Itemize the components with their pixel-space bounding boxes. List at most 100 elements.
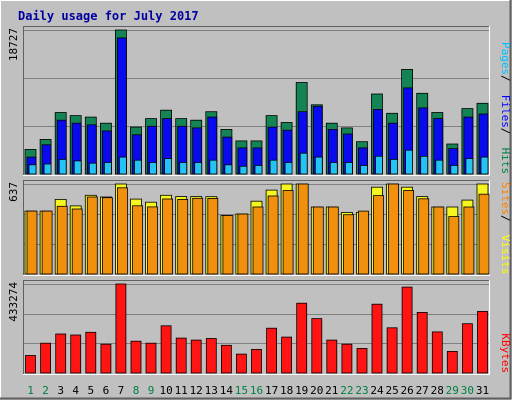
visitors-bar-sites bbox=[297, 183, 309, 275]
kbytes-bar-kbytes bbox=[341, 343, 353, 374]
visitors-bar-sites bbox=[403, 190, 415, 275]
kbytes-legend-kbytes: KBytes bbox=[499, 333, 512, 373]
visitors-bar-sites bbox=[222, 215, 234, 275]
kbytes-bar-kbytes bbox=[40, 342, 51, 374]
traffic-bar-pages bbox=[420, 155, 429, 175]
x-tick-label: 17 bbox=[265, 384, 278, 397]
traffic-bar-pages bbox=[299, 152, 308, 175]
kbytes-bar-kbytes bbox=[386, 327, 398, 374]
kbytes-bar-kbytes bbox=[115, 283, 127, 374]
visitors-ymax-label: 637 bbox=[7, 182, 20, 202]
kbytes-bar-kbytes bbox=[145, 342, 157, 374]
traffic-bar-pages bbox=[360, 165, 368, 175]
visitors-bar-sites bbox=[448, 216, 460, 275]
x-tick-label: 19 bbox=[295, 384, 308, 397]
kbytes-bar-kbytes bbox=[296, 302, 308, 374]
x-tick-label: 18 bbox=[280, 384, 293, 397]
x-tick-label: 6 bbox=[103, 384, 110, 397]
x-tick-label: 20 bbox=[310, 384, 323, 397]
traffic-bar-pages bbox=[149, 162, 157, 175]
traffic-legend-separator: / bbox=[499, 128, 512, 135]
traffic-bar-pages bbox=[344, 162, 353, 175]
x-tick-label: 3 bbox=[57, 384, 64, 397]
x-tick-label: 21 bbox=[325, 384, 338, 397]
kbytes-bar-kbytes bbox=[100, 343, 112, 374]
x-tick-label: 28 bbox=[431, 384, 444, 397]
traffic-bar-pages bbox=[164, 158, 173, 175]
traffic-bar-pages bbox=[194, 162, 203, 175]
kbytes-bar-kbytes bbox=[235, 353, 247, 374]
visitors-bar-sites bbox=[358, 210, 369, 275]
visitors-legend-visits: Visits bbox=[499, 235, 512, 275]
kbytes-bar-kbytes bbox=[311, 318, 323, 374]
visitors-bar-sites bbox=[388, 183, 400, 275]
x-tick-label: 24 bbox=[370, 384, 384, 397]
traffic-bar-pages bbox=[73, 160, 82, 175]
traffic-bar-pages bbox=[375, 155, 383, 175]
kbytes-bar-kbytes bbox=[25, 355, 36, 374]
traffic-bar-pages bbox=[43, 163, 52, 175]
traffic-bar-pages bbox=[405, 149, 414, 175]
visitors-bar-sites bbox=[373, 195, 384, 275]
traffic-bar-pages bbox=[28, 164, 37, 175]
x-tick-label: 27 bbox=[416, 384, 429, 397]
visitors-bar-sites bbox=[207, 197, 219, 275]
kbytes-bar-kbytes bbox=[85, 331, 97, 374]
kbytes-bar-kbytes bbox=[160, 325, 172, 374]
x-tick-label: 5 bbox=[87, 384, 94, 397]
visitors-bar-sites bbox=[71, 208, 83, 275]
kbytes-bar-kbytes bbox=[55, 333, 67, 374]
kbytes-bar-kbytes bbox=[281, 336, 293, 374]
traffic-bar-pages bbox=[480, 156, 489, 175]
traffic-bar-pages bbox=[269, 159, 278, 175]
kbytes-bar-kbytes bbox=[401, 286, 413, 374]
kbytes-bar-kbytes bbox=[220, 344, 232, 374]
traffic-bar-pages bbox=[209, 159, 218, 175]
visitors-bar-sites bbox=[327, 206, 339, 275]
visitors-bar-sites bbox=[102, 197, 113, 275]
visitors-bar-sites bbox=[237, 213, 249, 275]
traffic-ymax-label: 18727 bbox=[7, 28, 20, 61]
x-tick-label: 8 bbox=[133, 384, 140, 397]
x-tick-label: 10 bbox=[159, 384, 172, 397]
visitors-bar-sites bbox=[147, 206, 158, 275]
x-tick-label: 14 bbox=[220, 384, 234, 397]
visitors-bar-sites bbox=[162, 198, 174, 275]
x-tick-labels: 1 2 3 4 5 6 7 8 9 10 11 12 13 14 15 16 17 18 19 20 21 22 23 24 2… bbox=[27, 384, 489, 397]
kbytes-bar-kbytes bbox=[190, 339, 202, 374]
traffic-bar-pages bbox=[179, 162, 188, 175]
visitors-bar-sites bbox=[267, 195, 279, 275]
x-tick-label: 16 bbox=[250, 384, 263, 397]
x-tick-label: 26 bbox=[400, 384, 413, 397]
kbytes-bar-kbytes bbox=[416, 311, 428, 374]
x-tick-label: 11 bbox=[175, 384, 188, 397]
x-tick-label: 25 bbox=[385, 384, 398, 397]
x-tick-label: 13 bbox=[205, 384, 218, 397]
x-tick-label: 12 bbox=[190, 384, 203, 397]
visitors-panel: 637 Sites / Visits bbox=[7, 180, 512, 276]
traffic-legend-separator: / bbox=[499, 75, 512, 82]
kbytes-bar-kbytes bbox=[266, 327, 278, 374]
kbytes-bar-kbytes bbox=[477, 310, 488, 374]
kbytes-bar-kbytes bbox=[205, 338, 217, 374]
traffic-legend-files: Files bbox=[499, 95, 512, 128]
traffic-bar-pages bbox=[465, 158, 474, 175]
kbytes-bar-kbytes bbox=[356, 347, 368, 374]
visitors-bar-sites bbox=[56, 205, 68, 275]
kbytes-panel: 433274 KBytes bbox=[7, 280, 512, 375]
visitors-bar-sites bbox=[252, 206, 264, 275]
x-tick-label: 29 bbox=[446, 384, 459, 397]
kbytes-bar-kbytes bbox=[446, 350, 458, 374]
x-tick-label: 22 bbox=[340, 384, 353, 397]
x-tick-label: 9 bbox=[148, 384, 155, 397]
visitors-bar-sites bbox=[418, 198, 430, 275]
visitors-bar-sites bbox=[282, 190, 294, 275]
chart-title: Daily usage for July 2017 bbox=[18, 9, 199, 23]
x-tick-label: 2 bbox=[42, 384, 49, 397]
traffic-bar-pages bbox=[134, 159, 142, 175]
visitors-bar-sites bbox=[117, 187, 128, 275]
visitors-bar-sites bbox=[192, 197, 204, 275]
traffic-legend-pages: Pages bbox=[499, 42, 512, 75]
traffic-bar-pages bbox=[450, 165, 459, 175]
